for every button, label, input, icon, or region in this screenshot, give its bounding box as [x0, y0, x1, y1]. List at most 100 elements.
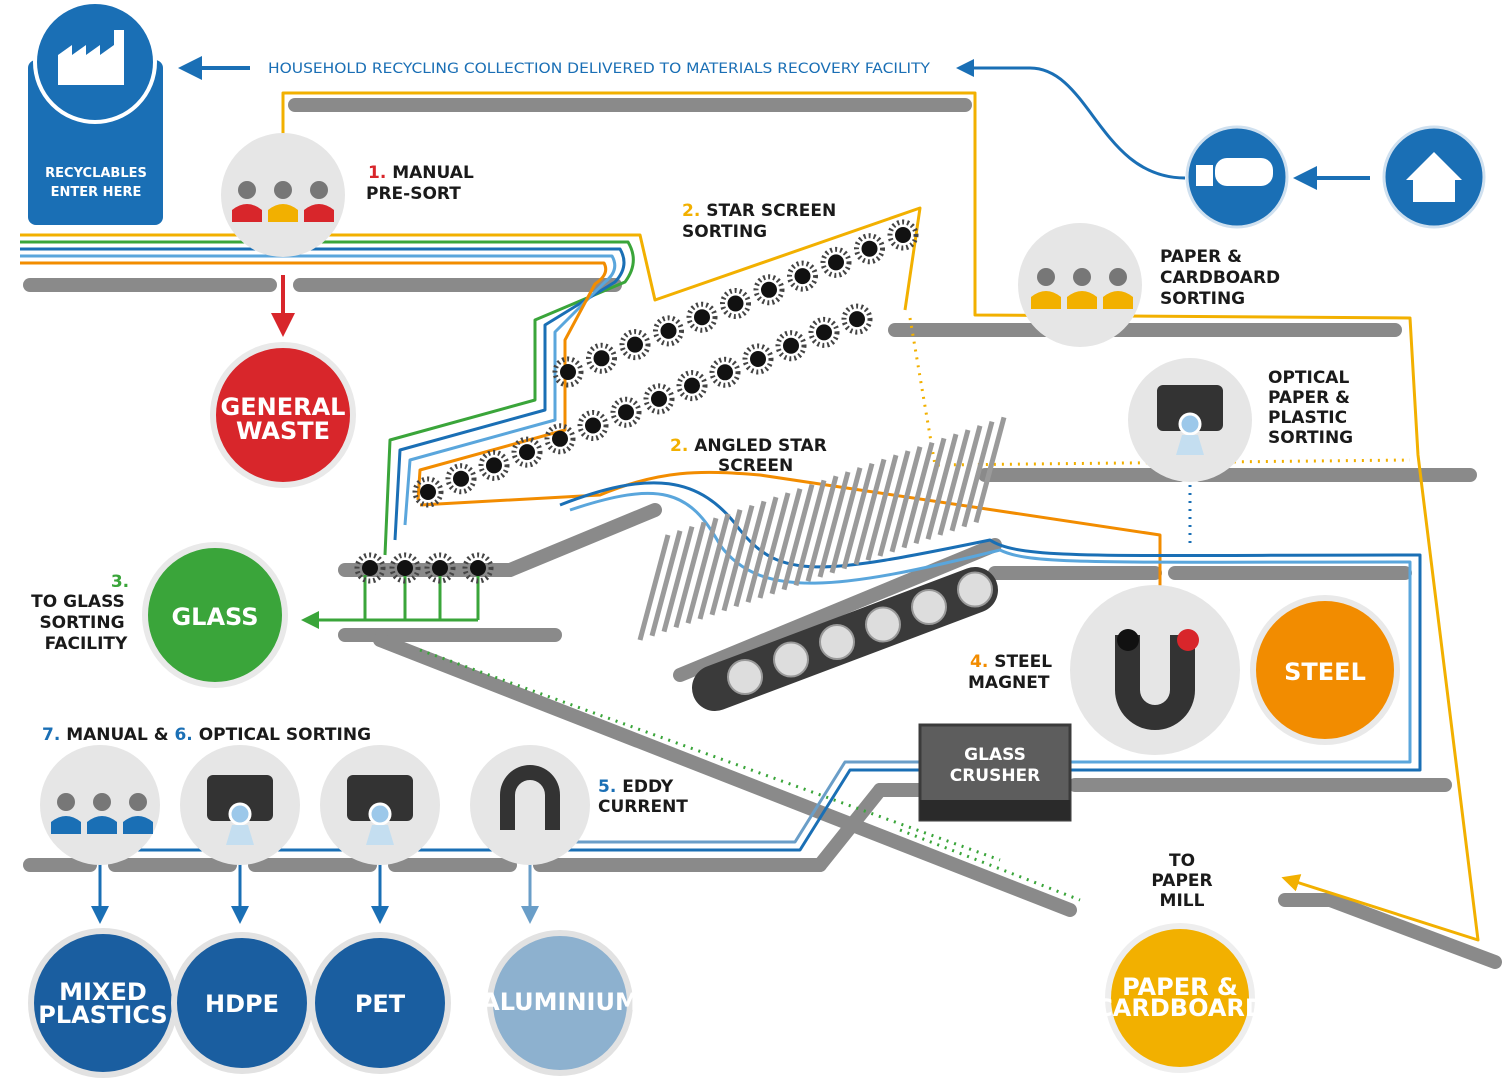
crusher-line: GLASS: [964, 745, 1026, 765]
step-line: SORTING: [39, 613, 124, 633]
star-spikes: [775, 330, 807, 362]
star-spikes: [424, 552, 456, 584]
grating-bar: [649, 530, 683, 637]
camera-body: [347, 775, 413, 821]
step-number: 6.: [174, 725, 192, 745]
magnet-halo: [1070, 585, 1240, 755]
person-head: [1073, 268, 1091, 286]
star: [849, 311, 865, 328]
person-body: [51, 816, 81, 834]
step-line: STEEL: [994, 652, 1052, 672]
people-icons: [51, 181, 1133, 834]
station-line: SORTING: [1268, 428, 1353, 448]
hdpe-label: HDPE: [205, 990, 279, 1018]
crusher-teeth: [920, 800, 1070, 820]
magnet-icon: [1115, 635, 1195, 730]
star-spikes: [753, 274, 785, 306]
star: [651, 390, 667, 407]
paper-flow: [281, 91, 1480, 942]
star-spikes: [586, 342, 617, 374]
station-line: PLASTIC: [1268, 408, 1347, 428]
star: [618, 404, 634, 421]
star-spikes: [511, 436, 543, 468]
star-spikes: [742, 343, 774, 375]
plastics-flow: [91, 768, 920, 924]
star: [828, 254, 844, 271]
steel-circle: [1250, 595, 1400, 745]
container-flow: [559, 481, 1422, 772]
star-spikes: [619, 329, 651, 361]
aluminium-circle: [487, 930, 633, 1076]
star: [816, 324, 832, 341]
grating-bar: [937, 429, 971, 536]
crusher-line: CRUSHER: [950, 766, 1041, 786]
grating-bar: [745, 496, 779, 603]
container-flow: [569, 491, 1412, 764]
conveyor: [813, 783, 887, 872]
person-body: [1031, 291, 1061, 309]
star-spikes: [787, 260, 818, 292]
house-icon: [1406, 152, 1462, 202]
star-spikes: [820, 246, 852, 278]
fan: [819, 624, 855, 660]
star: [397, 560, 413, 576]
star-spikes: [354, 552, 386, 584]
eddy-halo: [470, 745, 590, 865]
eddy-icon: [500, 765, 560, 830]
station-label: TO PAPER MILL: [1151, 851, 1212, 911]
step-line: EDDY: [622, 777, 674, 797]
fan: [865, 606, 901, 643]
aluminium-flow: [521, 760, 920, 924]
grating-bar: [709, 509, 743, 616]
star-spikes: [552, 356, 584, 388]
star: [717, 364, 733, 381]
truck-icon: [1215, 158, 1273, 186]
star: [432, 560, 448, 576]
star: [486, 457, 502, 474]
step-number: 7.: [42, 725, 60, 745]
glass-circle: [142, 542, 288, 688]
camera-lens: [368, 802, 392, 826]
star: [593, 350, 610, 367]
output-line: GENERAL: [221, 393, 346, 421]
grating-bar: [685, 517, 719, 624]
star: [727, 295, 744, 312]
grating-bar: [733, 500, 767, 608]
station-line: MILL: [1160, 891, 1205, 911]
output-line: WASTE: [236, 417, 330, 445]
star-spikes: [709, 356, 741, 388]
steel-flow: [419, 470, 1169, 644]
star: [750, 351, 766, 367]
grating-bar: [661, 525, 695, 633]
step-label: 2. STAR SCREEN SORTING: [682, 201, 836, 242]
step-label: 1. MANUAL PRE-SORT: [366, 163, 474, 204]
camera-body: [207, 775, 273, 821]
camera-icons: [207, 385, 1223, 845]
person-head: [238, 181, 256, 199]
grating-bar: [769, 488, 803, 595]
step-label: 5. EDDY CURRENT: [598, 777, 688, 817]
star: [362, 560, 378, 576]
conveyor: [673, 538, 1002, 682]
dotted-flow: [908, 317, 1411, 467]
camera-beam: [366, 825, 394, 845]
star-spikes: [887, 219, 919, 251]
star-spikes: [676, 370, 708, 402]
station-line: CARDBOARD: [1160, 268, 1280, 288]
conveyor: [1323, 893, 1502, 969]
steel-label: STEEL: [1284, 658, 1366, 686]
paper-label: PAPER & CARDBOARD: [1095, 973, 1265, 1022]
star-spikes: [478, 449, 510, 481]
star: [560, 364, 576, 380]
person-head: [57, 793, 75, 811]
step-line: ANGLED STAR: [694, 436, 827, 456]
camera-lens: [228, 802, 252, 826]
person-head: [274, 181, 292, 199]
aluminium-label: ALUMINIUM: [481, 988, 639, 1016]
factory-icon: [58, 30, 124, 85]
output-line: CARDBOARD: [1095, 994, 1265, 1022]
star: [861, 240, 878, 257]
fan: [911, 589, 947, 625]
step-number: 2.: [682, 201, 700, 221]
step-number: 4.: [970, 652, 988, 672]
